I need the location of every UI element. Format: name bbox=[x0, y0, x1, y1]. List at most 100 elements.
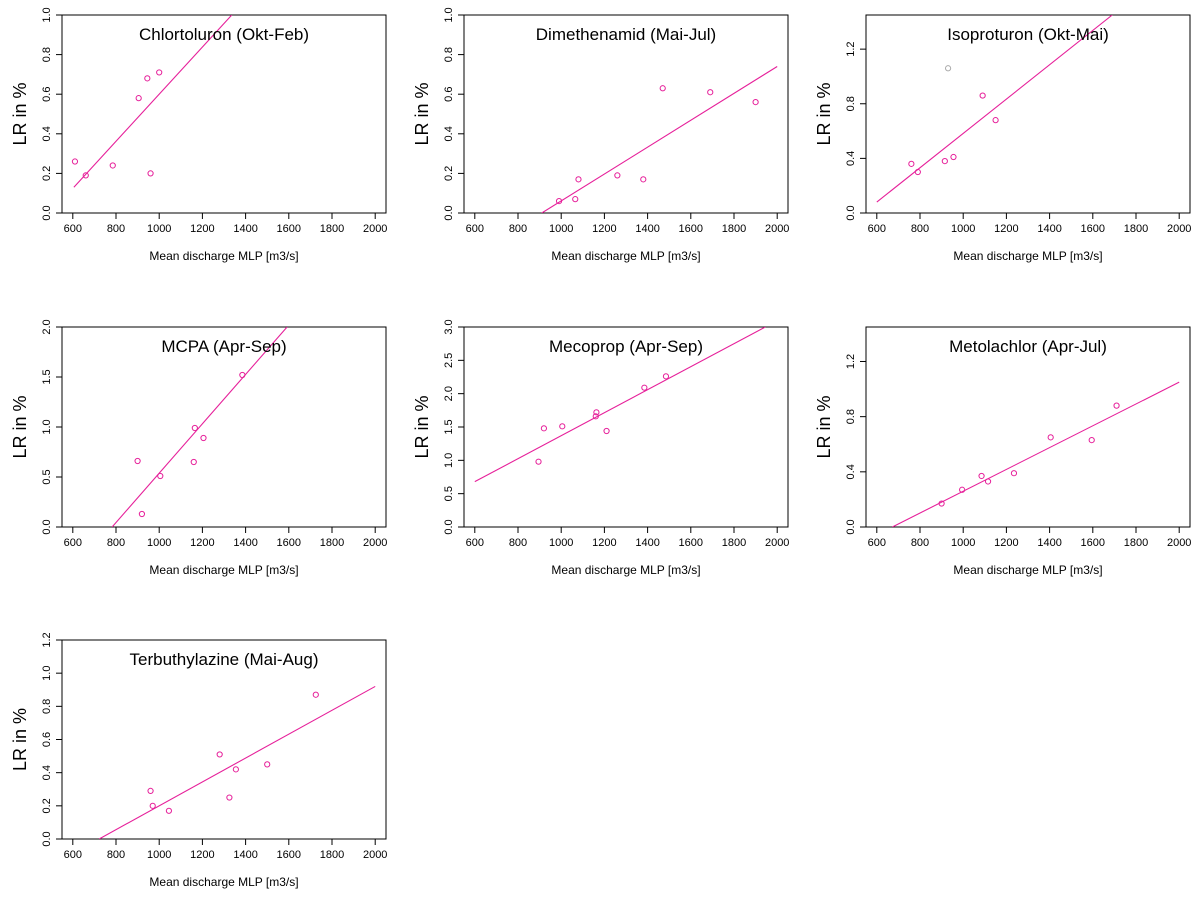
x-tick-label: 800 bbox=[107, 849, 125, 861]
y-axis-label: LR in % bbox=[10, 708, 30, 771]
data-point bbox=[959, 486, 966, 493]
y-tick-label: 0.6 bbox=[41, 732, 53, 747]
data-point bbox=[641, 384, 648, 391]
y-tick-label: 0.4 bbox=[41, 765, 53, 780]
y-tick-label: 2.0 bbox=[41, 319, 53, 334]
x-tick-label: 1800 bbox=[722, 537, 746, 549]
x-axis-label: Mean discharge MLP [m3/s] bbox=[149, 249, 298, 263]
x-tick-label: 600 bbox=[64, 223, 82, 235]
y-tick-label: 0.2 bbox=[443, 166, 455, 181]
x-tick-label: 2000 bbox=[765, 537, 789, 549]
data-point bbox=[640, 176, 647, 183]
y-tick-label: 0.0 bbox=[845, 205, 857, 220]
y-tick-label: 1.0 bbox=[41, 419, 53, 434]
y-tick-label: 0.8 bbox=[41, 47, 53, 62]
x-tick-label: 1600 bbox=[1081, 537, 1105, 549]
y-tick-label: 0.2 bbox=[41, 798, 53, 813]
data-point bbox=[109, 162, 116, 169]
y-tick-label: 0.5 bbox=[443, 486, 455, 501]
x-axis-label: Mean discharge MLP [m3/s] bbox=[149, 563, 298, 577]
y-tick-label: 0.0 bbox=[443, 205, 455, 220]
data-point bbox=[147, 170, 154, 177]
x-tick-label: 800 bbox=[911, 223, 929, 235]
data-point bbox=[156, 69, 163, 76]
y-tick-label: 0.0 bbox=[41, 205, 53, 220]
data-point bbox=[659, 85, 666, 92]
x-tick-label: 1600 bbox=[277, 223, 301, 235]
data-point bbox=[232, 766, 239, 773]
data-point bbox=[134, 457, 141, 465]
x-tick-label: 2000 bbox=[363, 537, 387, 549]
y-tick-label: 0.4 bbox=[845, 464, 857, 479]
x-tick-label: 1400 bbox=[1037, 537, 1061, 549]
data-point bbox=[950, 153, 957, 161]
plot-frame bbox=[61, 326, 387, 528]
data-point bbox=[662, 373, 670, 380]
scatter-panel-5: 600 800 1000 1200 1400 1600 1800 2000 0.0 0.5 1.0 1… bbox=[412, 319, 789, 577]
data-point bbox=[592, 413, 599, 420]
data-point bbox=[559, 423, 566, 430]
x-tick-label: 1000 bbox=[951, 223, 975, 235]
x-axis: 600 800 1000 1200 1400 1600 1800 2000 bbox=[64, 213, 387, 235]
y-axis: 0.0 0.2 0.4 0.6 0.8 1.0 1.2 bbox=[41, 632, 62, 847]
x-tick-label: 1000 bbox=[549, 223, 573, 235]
data-point bbox=[147, 787, 154, 795]
data-point bbox=[144, 75, 151, 82]
data-point bbox=[614, 172, 621, 179]
x-tick-label: 1800 bbox=[320, 849, 344, 861]
x-tick-label: 2000 bbox=[363, 849, 387, 861]
x-tick-label: 1600 bbox=[277, 537, 301, 549]
y-tick-label: 2.5 bbox=[443, 353, 455, 368]
y-axis-label: LR in % bbox=[10, 82, 30, 145]
x-tick-label: 1600 bbox=[277, 849, 301, 861]
data-point bbox=[984, 478, 992, 485]
x-axis: 600 800 1000 1200 1400 1600 1800 2000 bbox=[64, 839, 387, 861]
x-tick-label: 1200 bbox=[994, 223, 1018, 235]
y-tick-label: 1.0 bbox=[443, 7, 455, 22]
y-tick-label: 2.0 bbox=[443, 386, 455, 401]
x-tick-label: 800 bbox=[911, 537, 929, 549]
x-tick-label: 600 bbox=[868, 537, 886, 549]
y-tick-label: 0.8 bbox=[845, 96, 857, 111]
data-point bbox=[191, 424, 198, 432]
x-tick-label: 600 bbox=[466, 223, 484, 235]
y-tick-label: 0.8 bbox=[443, 47, 455, 62]
x-tick-label: 1000 bbox=[147, 537, 171, 549]
x-tick-label: 1400 bbox=[233, 223, 257, 235]
y-axis: 0.0 0.2 0.4 0.6 0.8 1.0 bbox=[443, 7, 464, 221]
data-point bbox=[165, 807, 173, 814]
y-tick-label: 0.0 bbox=[41, 519, 53, 534]
x-tick-label: 1200 bbox=[592, 537, 616, 549]
y-tick-label: 1.5 bbox=[443, 419, 455, 434]
y-axis-label: LR in % bbox=[412, 82, 432, 145]
data-point bbox=[264, 761, 271, 768]
data-point bbox=[603, 427, 610, 435]
x-tick-label: 2000 bbox=[765, 223, 789, 235]
plot-frame bbox=[865, 326, 1191, 528]
x-tick-label: 1400 bbox=[233, 537, 257, 549]
x-tick-label: 1400 bbox=[635, 223, 659, 235]
data-point bbox=[593, 409, 600, 416]
scatter-panel-1: 600 800 1000 1200 1400 1600 1800 20000.00.20.40… bbox=[10, 7, 387, 263]
y-axis-label: LR in % bbox=[412, 395, 432, 458]
x-tick-label: 1000 bbox=[147, 849, 171, 861]
x-tick-label: 1600 bbox=[679, 537, 703, 549]
x-tick-label: 2000 bbox=[1167, 537, 1191, 549]
regression-line bbox=[98, 685, 376, 839]
y-tick-label: 0.8 bbox=[41, 699, 53, 714]
data-point bbox=[979, 92, 986, 99]
panel-title: Terbuthylazine (Mai-Aug) bbox=[130, 650, 319, 669]
y-tick-label: 0.0 bbox=[845, 519, 857, 534]
regression-line bbox=[111, 327, 288, 527]
scatter-panel-2: 600 800 1000 1200 1400 1600 1800 20000.00.20.40… bbox=[412, 7, 789, 263]
data-point bbox=[555, 198, 563, 205]
y-axis: 0.0 0.5 1.0 1.5 2.0 2.5 3.0 bbox=[443, 319, 464, 535]
x-axis-label: Mean discharge MLP [m3/s] bbox=[149, 875, 298, 889]
data-point bbox=[1113, 402, 1120, 409]
x-tick-label: 800 bbox=[107, 537, 125, 549]
x-axis-label: Mean discharge MLP [m3/s] bbox=[953, 249, 1102, 263]
y-axis: 0.0 0.4 0.8 1.2 bbox=[845, 354, 866, 535]
data-point bbox=[941, 158, 948, 165]
x-tick-label: 1600 bbox=[1081, 223, 1105, 235]
